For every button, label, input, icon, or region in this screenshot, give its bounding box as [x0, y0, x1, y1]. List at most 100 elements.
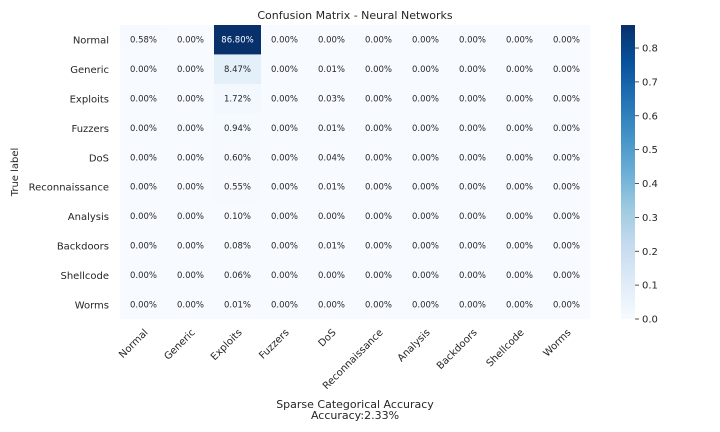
cell-value-label: 0.00% [365, 300, 392, 310]
cell-value-label: 0.00% [365, 242, 392, 252]
cell-value-label: 0.00% [130, 300, 157, 310]
cell-value-label: 0.00% [177, 36, 204, 46]
heatmap-cell [214, 25, 262, 55]
cell-value-label: 0.00% [506, 271, 533, 281]
cell-value-label: 0.00% [177, 95, 204, 105]
heatmap-cell [355, 201, 403, 232]
cell-value-label: 0.00% [130, 271, 157, 281]
heatmap-cell [496, 260, 544, 290]
cell-value-label: 0.00% [271, 65, 298, 75]
heatmap-cell [496, 54, 544, 85]
heatmap-cell [167, 54, 215, 85]
heatmap-cell [355, 260, 403, 290]
heatmap-cell [543, 113, 591, 143]
cell-value-label: 0.08% [224, 242, 251, 252]
cell-value-label: 0.00% [553, 153, 580, 163]
heatmap-cell [355, 54, 403, 85]
x-axis-tick-labels: Normal Generic Exploits Fuzzers DoSReconnais… [117, 327, 573, 392]
heatmap-cell [308, 142, 356, 173]
heatmap-cell [402, 25, 450, 55]
colorbar-ticks: 0.0 0.1 0.2 0.3 0.4 0.5 0.6 0.7 0.8 [635, 44, 658, 326]
cell-value-label: 0.00% [459, 212, 486, 222]
heatmap-cell [355, 172, 403, 202]
colorbar [621, 25, 635, 319]
cell-value-label: 0.00% [130, 212, 157, 222]
cell-value-label: 0.00% [412, 242, 439, 252]
heatmap-cell [308, 260, 356, 290]
heatmap-cell [167, 83, 215, 114]
heatmap-cell [308, 113, 356, 143]
cell-value-label: 0.00% [177, 65, 204, 75]
colorbar-tick-label: 0.4 [642, 179, 658, 190]
cell-value-label: 0.00% [365, 36, 392, 46]
cell-value-label: 0.00% [365, 271, 392, 281]
heatmap-cell [496, 201, 544, 232]
heatmap-cell [402, 54, 450, 85]
heatmap-cell [543, 201, 591, 232]
cell-value-label: 0.00% [177, 212, 204, 222]
cell-value-label: 0.01% [318, 242, 345, 252]
x-axis-label-line1: Sparse Categorical Accuracy [276, 398, 434, 411]
cell-value-label: 0.00% [459, 183, 486, 193]
heatmap-cell [308, 172, 356, 202]
cell-value-label: 0.00% [553, 65, 580, 75]
y-tick-label: Normal [73, 36, 109, 47]
heatmap-cell [214, 289, 262, 320]
cell-value-label: 0.00% [459, 95, 486, 105]
heatmap-cell [449, 230, 497, 261]
heatmap-cell [402, 83, 450, 114]
cell-value-label: 0.00% [506, 212, 533, 222]
heatmap-cell [120, 201, 168, 232]
cell-value-label: 0.00% [271, 95, 298, 105]
cell-value-label: 0.00% [553, 242, 580, 252]
heatmap-cell [496, 113, 544, 143]
heatmap-cell [120, 54, 168, 85]
heatmap-cell [355, 230, 403, 261]
heatmap-cell [402, 260, 450, 290]
cell-value-label: 0.00% [318, 212, 345, 222]
heatmap-cell [308, 83, 356, 114]
cell-value-label: 0.00% [130, 95, 157, 105]
heatmap-cell [214, 142, 262, 173]
heatmap-cell [543, 230, 591, 261]
cell-value-label: 0.00% [459, 153, 486, 163]
cell-value-label: 0.00% [412, 124, 439, 134]
cell-value-label: 0.00% [365, 124, 392, 134]
cell-value-label: 0.58% [130, 36, 157, 46]
cell-value-label: 0.01% [318, 124, 345, 134]
cell-value-label: 0.00% [365, 183, 392, 193]
heatmap-cell [214, 172, 262, 202]
heatmap-cell [543, 260, 591, 290]
heatmap-cell [308, 25, 356, 55]
cell-value-label: 0.00% [130, 242, 157, 252]
cell-value-label: 0.00% [271, 183, 298, 193]
heatmap-cell [308, 201, 356, 232]
heatmap-cell [261, 25, 309, 55]
cell-value-label: 86.80% [221, 36, 253, 46]
heatmap-cell [449, 25, 497, 55]
heatmap-cell [449, 260, 497, 290]
cell-value-label: 0.10% [224, 212, 251, 222]
cell-value-label: 0.00% [318, 300, 345, 310]
heatmap-cell [120, 260, 168, 290]
cell-value-label: 0.00% [459, 242, 486, 252]
cell-value-label: 0.06% [224, 271, 251, 281]
cell-value-label: 8.47% [224, 65, 251, 75]
heatmap-cell [167, 25, 215, 55]
cell-value-label: 0.00% [365, 95, 392, 105]
cell-value-label: 0.00% [553, 300, 580, 310]
heatmap-cell [449, 172, 497, 202]
colorbar-tick-label: 0.1 [642, 281, 658, 292]
x-tick-label: Shellcode [485, 327, 527, 369]
heatmap-cell [167, 260, 215, 290]
x-axis-label-line2: Accuracy:2.33% [311, 409, 399, 422]
cell-value-label: 0.00% [130, 124, 157, 134]
cell-value-label: 0.55% [224, 183, 251, 193]
cell-value-label: 0.00% [553, 36, 580, 46]
cell-value-label: 0.00% [459, 124, 486, 134]
cell-value-label: 0.00% [553, 183, 580, 193]
y-tick-label: Shellcode [60, 271, 109, 282]
heatmap-cell [308, 230, 356, 261]
cell-value-label: 0.00% [412, 212, 439, 222]
